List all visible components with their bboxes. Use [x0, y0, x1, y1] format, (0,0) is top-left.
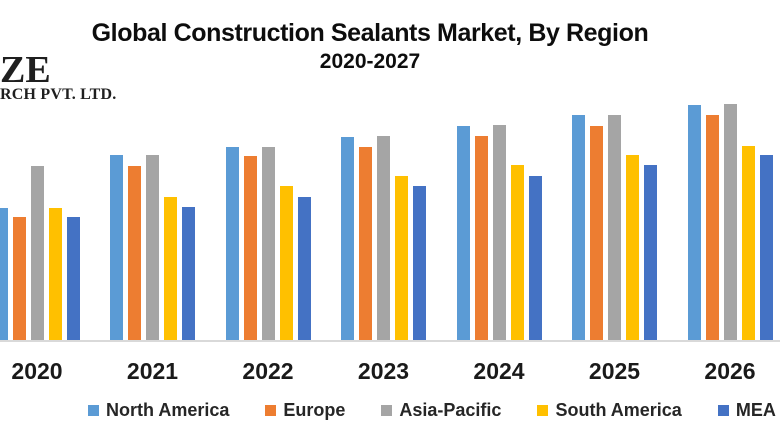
x-axis-label-2020: 2020: [11, 358, 63, 384]
bar-mea-2023: [413, 186, 426, 340]
x-axis-label-2021: 2021: [126, 358, 179, 384]
bar-mea-2022: [297, 197, 311, 340]
bar-asia-pacific-2025: [608, 115, 621, 340]
bar-mea-2024: [528, 176, 542, 340]
legend-label: MEA: [735, 400, 776, 420]
legend-item-mea: MEA: [717, 400, 776, 421]
bar-asia-pacific-2024: [492, 125, 506, 340]
bar-north-america-2023: [341, 137, 354, 340]
bar-group-2023: [341, 90, 426, 340]
x-axis-label-2025: 2025: [588, 358, 641, 384]
bar-asia-pacific-2021: [146, 155, 159, 340]
bar-asia-pacific-2022: [261, 147, 275, 340]
bar-north-america-2025: [572, 115, 585, 340]
legend-swatch-icon: [537, 405, 549, 416]
chart-title: Global Construction Sealants Market, By …: [0, 18, 740, 74]
bar-europe-2023: [359, 147, 372, 340]
legend-item-europe: Europe: [265, 400, 345, 421]
legend-item-north-america: North America: [88, 400, 229, 421]
x-axis-label-2024: 2024: [473, 358, 525, 384]
bar-group-2021: [110, 90, 195, 340]
legend: North America Europe Asia-Pacific South Ame…: [88, 400, 780, 421]
legend-label: Asia-Pacific: [399, 400, 502, 420]
company-logo-text-small: RCH PVT. LTD.: [0, 86, 117, 103]
legend-label: South America: [555, 400, 682, 420]
bar-mea-2025: [644, 165, 657, 340]
bar-europe-2024: [474, 136, 488, 340]
bar-asia-pacific-2020: [30, 166, 44, 340]
bar-south-america-2021: [164, 197, 177, 340]
bar-group-2025: [572, 90, 657, 340]
bar-asia-pacific-2026: [723, 104, 737, 340]
bar-group-2022: [225, 90, 311, 340]
bar-north-america-2024: [456, 126, 470, 340]
chart-title-line1: Global Construction Sealants Market, By …: [91, 19, 649, 47]
bar-north-america-2020: [0, 208, 8, 340]
x-axis-label-2023: 2023: [357, 358, 410, 384]
legend-label: Europe: [283, 400, 346, 420]
legend-swatch-icon: [265, 405, 277, 416]
company-logo-text-large: ZE: [0, 49, 51, 91]
legend-item-south-america: South America: [537, 400, 682, 421]
bar-south-america-2026: [741, 146, 755, 340]
bar-group-2024: [456, 90, 542, 340]
plot-area: [0, 90, 780, 340]
bar-mea-2026: [759, 155, 773, 340]
bar-europe-2022: [243, 156, 257, 340]
bar-north-america-2021: [110, 155, 123, 340]
legend-swatch-icon: [717, 405, 729, 416]
bar-south-america-2023: [395, 176, 408, 340]
bar-mea-2020: [66, 217, 80, 340]
bar-europe-2021: [128, 166, 141, 340]
bar-north-america-2022: [225, 147, 239, 340]
bar-asia-pacific-2023: [377, 136, 390, 340]
legend-swatch-icon: [88, 405, 99, 416]
bar-south-america-2020: [48, 208, 62, 340]
legend-swatch-icon: [381, 405, 393, 416]
bar-south-america-2025: [626, 155, 639, 340]
bar-north-america-2026: [687, 105, 701, 340]
chart-title-line2: 2020-2027: [319, 50, 421, 74]
legend-label: North America: [106, 400, 230, 420]
bar-group-2026: [687, 90, 773, 340]
bar-europe-2020: [12, 217, 26, 340]
x-axis-line: [0, 340, 780, 342]
bar-south-america-2024: [510, 165, 524, 340]
bar-mea-2021: [182, 207, 195, 340]
bar-europe-2026: [705, 115, 719, 340]
bar-group-2020: [0, 90, 80, 340]
legend-item-asia-pacific: Asia-Pacific: [381, 400, 501, 421]
x-axis-label-2022: 2022: [242, 358, 294, 384]
bar-south-america-2022: [279, 186, 293, 340]
bar-europe-2025: [590, 126, 603, 340]
x-axis-label-2026: 2026: [704, 358, 756, 384]
